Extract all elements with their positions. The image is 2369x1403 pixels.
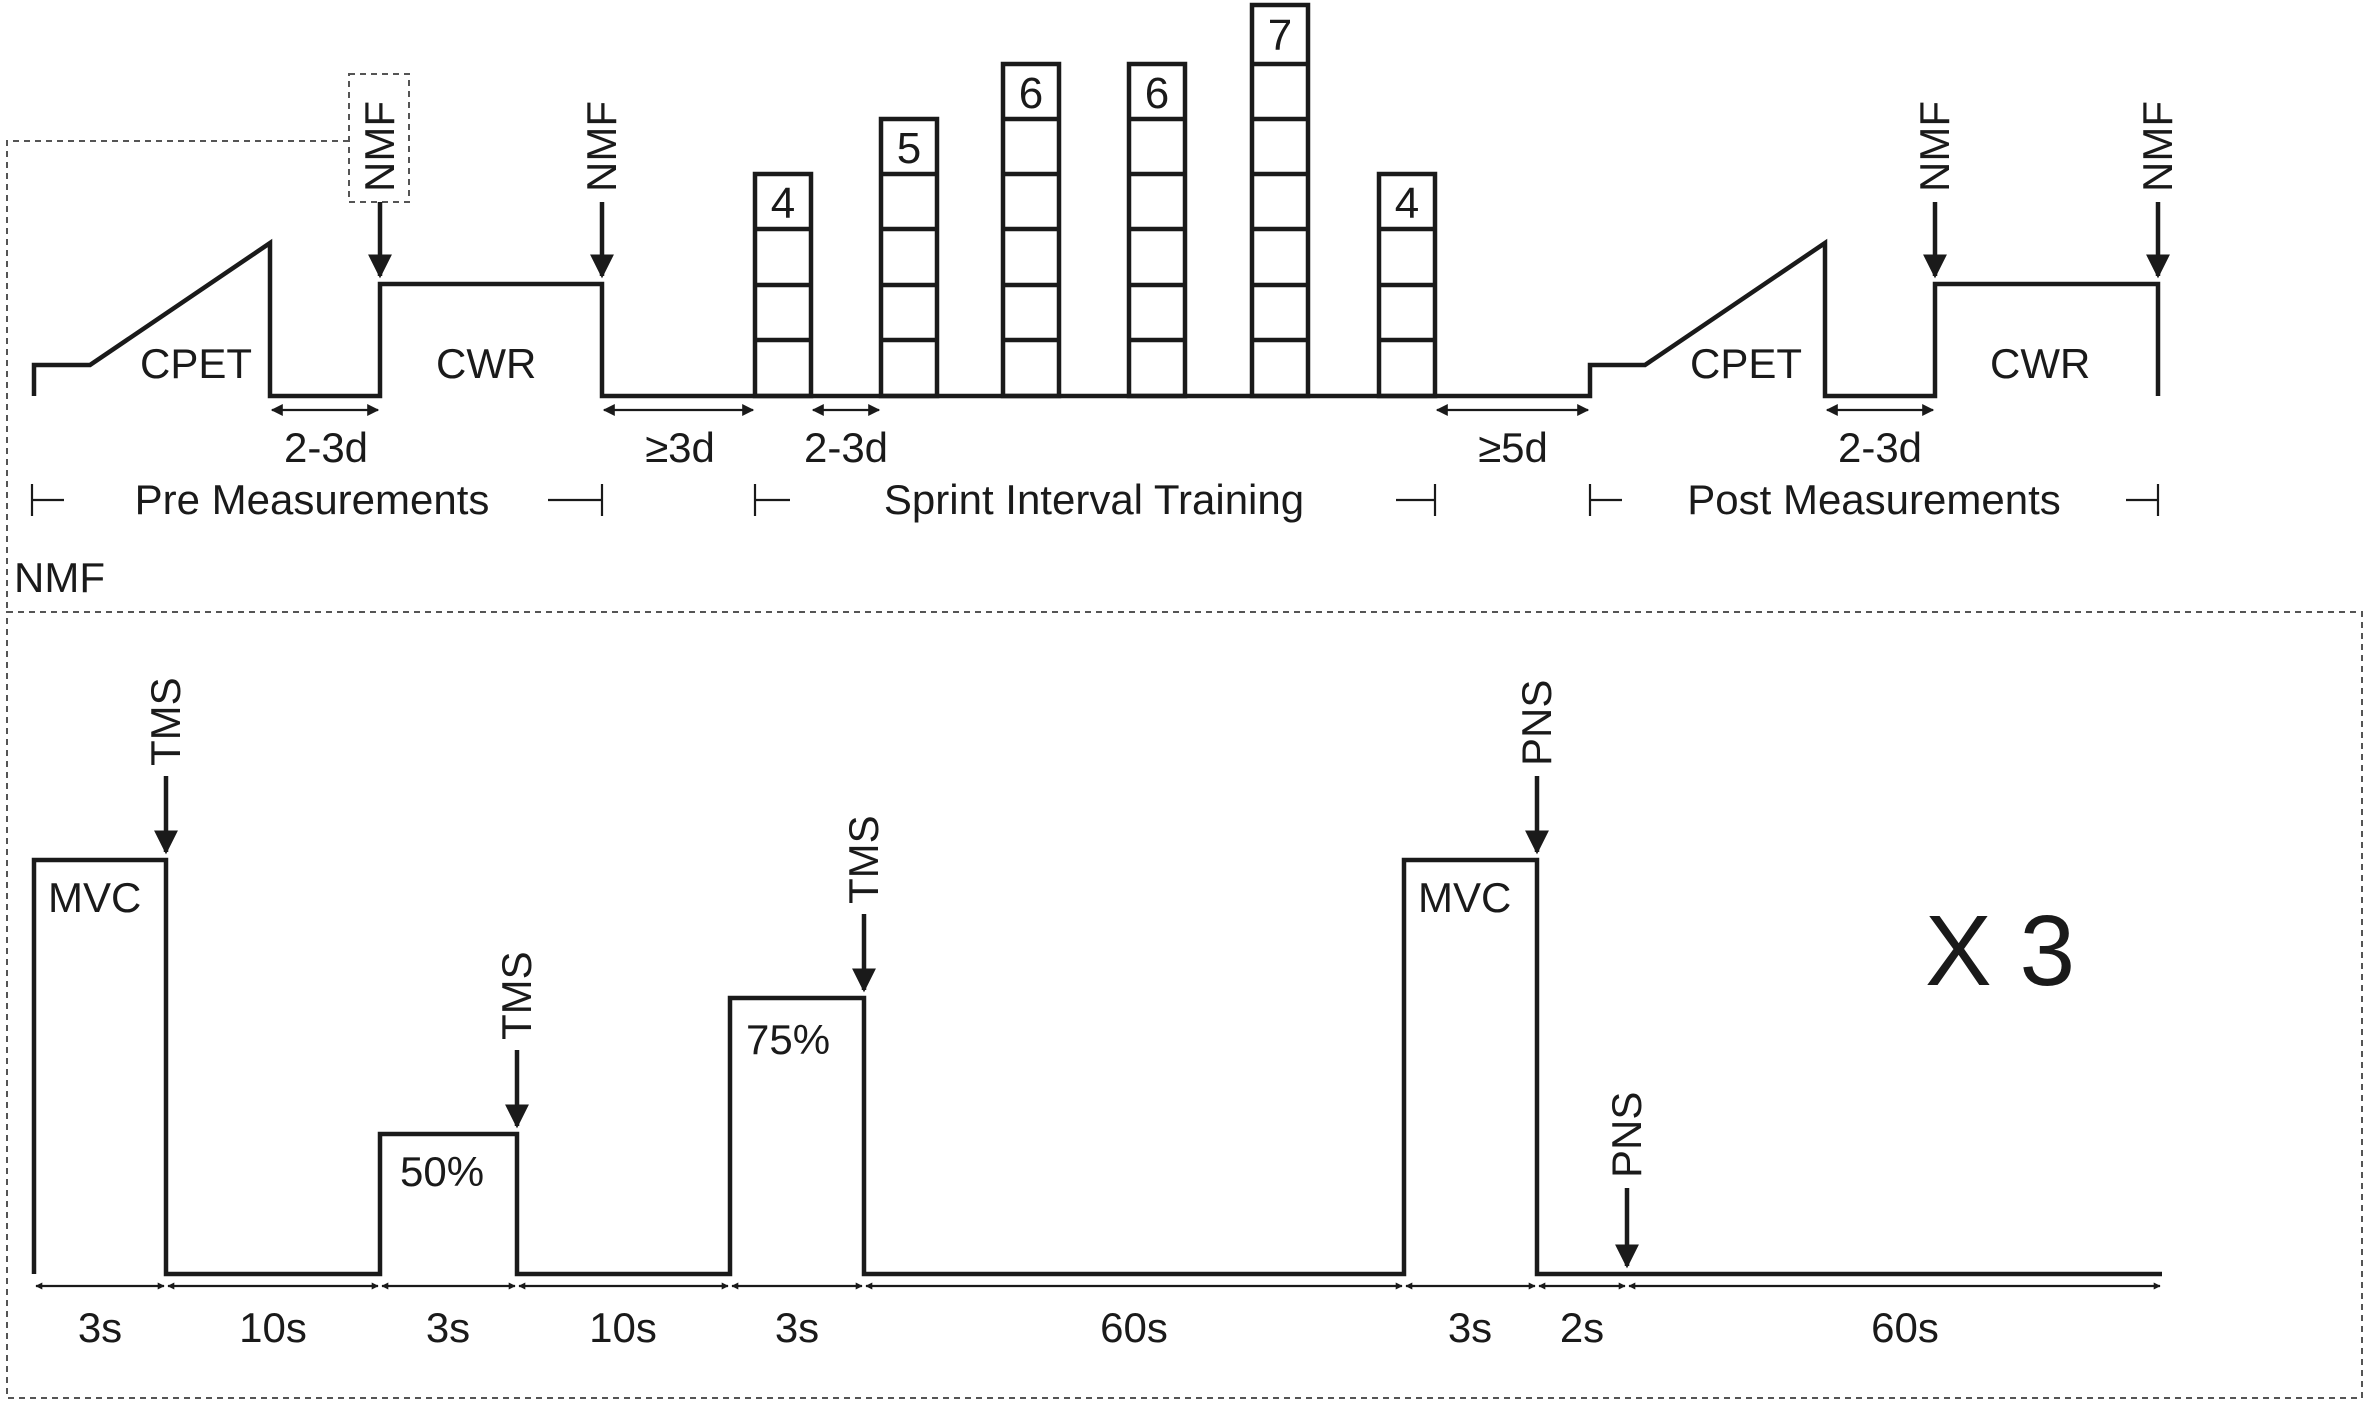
tms-label: TMS [493,951,540,1040]
nmf-marker-label: NMF [578,101,625,192]
nmf-panel: NMF MVC 50% 75% MVC TMS TMS TMS PNS PNS [6,554,2363,1399]
duration-label: 3s [426,1304,470,1351]
duration-4: 10s [518,1282,729,1351]
nmf-marker-3: NMF [1911,101,1958,279]
pct75-label: 75% [746,1016,830,1063]
phase-post: Post Measurements [1588,476,2160,523]
post-baseline [1435,238,2161,399]
tms-marker-1: TMS [142,677,189,855]
duration-label: 60s [1871,1304,1939,1351]
duration-label: 3s [775,1304,819,1351]
sprint-count-2: 5 [897,124,921,173]
pns-label: PNS [1513,680,1560,766]
duration-label: 10s [589,1304,657,1351]
duration-label: 10s [239,1304,307,1351]
tms-marker-3: TMS [840,815,887,993]
sprint-session-4: 6 [1126,61,1188,399]
gap-pre-label: 2-3d [284,424,368,471]
force-trace [31,857,2162,1277]
sprint-count-3: 6 [1019,69,1043,118]
duration-3: 3s [381,1282,516,1351]
sprint-session-5: 7 [1249,2,1311,399]
mvc-label-1: MVC [48,874,141,921]
repeat-label: X 3 [1925,895,2075,1007]
tms-marker-2: TMS [493,951,540,1129]
pns-marker-1: PNS [1513,680,1560,855]
sprint-count-6: 4 [1395,179,1419,228]
pns-label: PNS [1603,1092,1650,1178]
tms-label: TMS [142,677,189,766]
duration-label: 3s [1448,1304,1492,1351]
pre-cpet-label: CPET [140,340,252,387]
pct50-label: 50% [400,1148,484,1195]
nmf-connector [6,140,349,612]
nmf-highlight-box [348,73,410,203]
top-timeline: CPET CWR CPET CWR 4 5 6 6 7 [6,2,2181,612]
nmf-marker-label: NMF [356,101,403,192]
nmf-panel-frame [6,611,2363,1399]
pns-marker-2: PNS [1603,1092,1650,1269]
mvc-label-2: MVC [1418,874,1511,921]
sprint-session-6: 4 [1376,171,1438,399]
phase-sit-label: Sprint Interval Training [884,476,1304,523]
nmf-marker-label: NMF [1911,101,1958,192]
phase-pre: Pre Measurements [30,476,604,523]
gap-post: 2-3d [1825,404,1935,471]
gap-post-label: 2-3d [1838,424,1922,471]
sprint-count-1: 4 [771,179,795,228]
pre-cwr-label: CWR [436,340,536,387]
phase-sit: Sprint Interval Training [753,476,1437,523]
duration-label: 3s [78,1304,122,1351]
duration-9: 60s [1628,1282,2161,1351]
duration-2: 10s [167,1282,379,1351]
pre-baseline [31,238,755,399]
duration-7: 3s [1405,1282,1536,1351]
gap-to-sit-label: ≥3d [645,424,715,471]
gap-to-post-label: ≥5d [1478,424,1548,471]
nmf-panel-title: NMF [14,554,105,601]
sprint-session-2: 5 [878,116,940,399]
sprint-session-3: 6 [1000,61,1062,399]
sprint-session-1: 4 [752,171,814,399]
duration-6: 60s [865,1282,1403,1351]
sprint-count-4: 6 [1145,69,1169,118]
nmf-marker-2: NMF [578,101,625,279]
phase-pre-label: Pre Measurements [135,476,490,523]
phase-post-label: Post Measurements [1687,476,2061,523]
gap-to-sit: ≥3d [602,404,755,471]
duration-1: 3s [35,1282,165,1351]
gap-to-post: ≥5d [1435,404,1590,471]
nmf-marker-1: NMF [356,101,403,279]
tms-label: TMS [840,815,887,904]
sprint-count-5: 7 [1268,11,1292,60]
duration-5: 3s [731,1282,863,1351]
gap-sit: 2-3d [804,404,888,471]
nmf-marker-label: NMF [2134,101,2181,192]
post-cwr-label: CWR [1990,340,2090,387]
duration-8: 2s [1538,1282,1626,1351]
duration-label: 60s [1100,1304,1168,1351]
gap-sit-label: 2-3d [804,424,888,471]
duration-label: 2s [1560,1304,1604,1351]
gap-pre: 2-3d [270,404,380,471]
nmf-marker-4: NMF [2134,101,2181,279]
post-cpet-label: CPET [1690,340,1802,387]
